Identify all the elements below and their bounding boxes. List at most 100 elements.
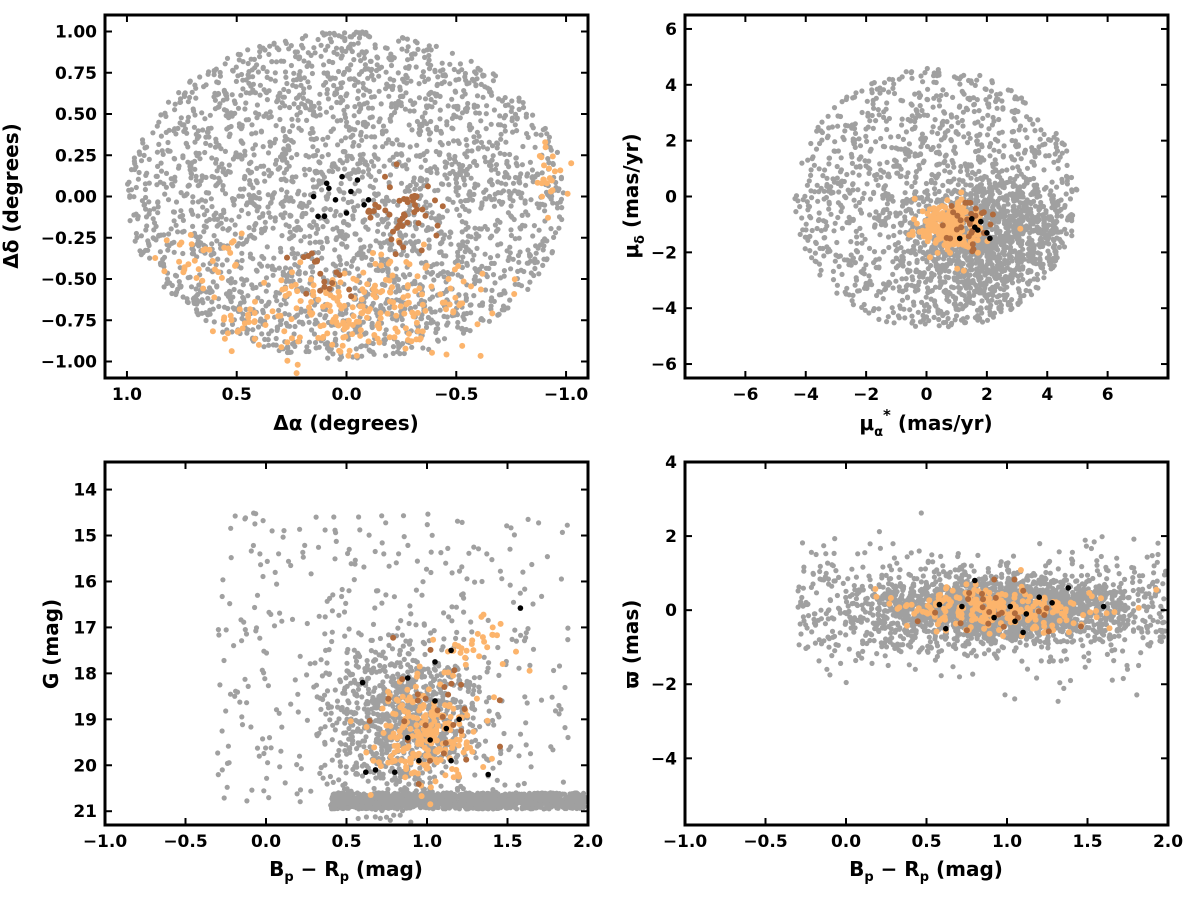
member-star [539, 193, 545, 200]
field-star [1022, 127, 1028, 133]
field-star [439, 60, 445, 66]
field-star [552, 230, 559, 236]
field-star [260, 65, 266, 72]
field-star [173, 199, 180, 205]
field-star [280, 272, 286, 278]
member-star-dark [393, 161, 400, 168]
field-star [974, 268, 980, 274]
field-star [246, 192, 252, 198]
field-star [466, 208, 472, 214]
field-star [892, 163, 899, 169]
field-star [844, 94, 850, 100]
field-star [378, 303, 384, 309]
field-star [261, 255, 267, 261]
field-star [266, 88, 272, 94]
field-star [311, 45, 317, 51]
field-star [950, 160, 956, 166]
field-star [413, 153, 420, 159]
field-star [826, 248, 832, 254]
field-star [195, 183, 201, 189]
field-star [873, 118, 879, 124]
field-star [885, 234, 892, 240]
field-star [802, 193, 808, 199]
field-star [906, 260, 912, 266]
field-star [356, 109, 362, 115]
field-star [343, 93, 349, 99]
field-star [502, 102, 509, 109]
field-star [172, 107, 178, 113]
member-star [402, 325, 409, 332]
field-star [238, 126, 244, 132]
proper-motion-points [792, 65, 1080, 330]
field-star [882, 183, 889, 189]
field-star [1023, 287, 1029, 294]
field-star [444, 322, 450, 328]
field-star [460, 163, 466, 169]
field-star [282, 69, 289, 75]
field-star [881, 248, 887, 255]
field-star [302, 172, 308, 178]
field-star [252, 222, 258, 228]
field-star [815, 124, 821, 130]
field-star [501, 268, 507, 274]
field-star [321, 206, 327, 213]
field-star [337, 188, 343, 194]
member-star-dark [392, 251, 399, 258]
field-star [494, 140, 500, 146]
field-star [375, 221, 381, 227]
field-star [418, 164, 424, 170]
field-star [187, 79, 193, 85]
field-star [337, 157, 343, 163]
member-star [327, 292, 334, 299]
field-star [444, 314, 450, 320]
field-star [269, 59, 275, 65]
field-star [489, 143, 496, 149]
member-star [340, 319, 347, 326]
field-star [852, 282, 858, 288]
field-star [146, 156, 152, 162]
field-star [460, 175, 467, 181]
field-star [527, 253, 534, 259]
field-star [902, 190, 908, 196]
field-star [260, 307, 266, 313]
field-star [259, 298, 265, 304]
member-star [209, 328, 216, 335]
field-star [478, 139, 485, 146]
field-star [368, 94, 375, 100]
member-star [288, 316, 295, 323]
member-star [200, 285, 207, 292]
field-star [273, 157, 279, 163]
field-star [366, 105, 372, 111]
field-star [330, 114, 336, 120]
field-star [188, 284, 195, 290]
member-star [379, 288, 386, 294]
field-star [508, 227, 514, 233]
field-star [926, 318, 932, 324]
field-star [203, 190, 209, 196]
field-star [267, 43, 273, 49]
field-star [422, 274, 428, 280]
member-star [224, 330, 231, 337]
field-star [513, 155, 519, 161]
field-star [403, 80, 410, 86]
field-star [988, 88, 995, 94]
field-star [910, 318, 916, 324]
field-star [839, 271, 845, 277]
member-star [209, 258, 216, 264]
field-star [456, 185, 462, 191]
field-star [989, 297, 995, 303]
field-star [306, 199, 312, 205]
member-star [382, 276, 389, 283]
field-star [930, 124, 936, 130]
field-star [255, 69, 261, 75]
member-star [364, 281, 371, 288]
member-star [228, 348, 235, 355]
field-star [378, 244, 384, 250]
field-star [143, 206, 149, 212]
field-star [829, 124, 836, 130]
field-star [292, 255, 298, 261]
field-star [449, 96, 455, 102]
field-star [944, 310, 950, 316]
field-star [967, 135, 973, 141]
field-star [466, 124, 472, 130]
